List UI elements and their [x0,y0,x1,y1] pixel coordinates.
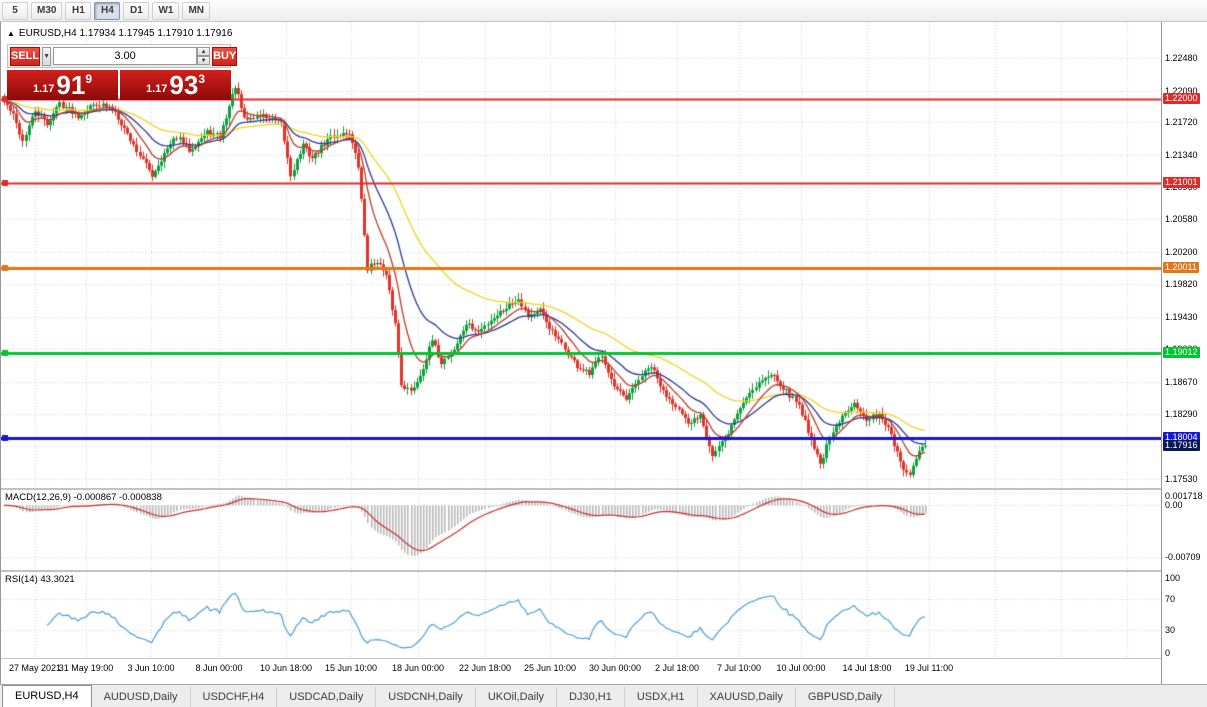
current-price-label: 1.17916 [1163,439,1200,451]
time-tick-label: 7 Jul 10:00 [716,663,762,673]
chart-tab-usdcad[interactable]: USDCAD,Daily [277,687,377,707]
chart-tab-audusd[interactable]: AUDUSD,Daily [92,687,191,707]
rsi-axis-label: 70 [1165,593,1176,604]
timeframe-button-mn[interactable]: MN [182,1,211,20]
ask-big-digits: 93 [169,70,199,100]
chart-tab-xauusd[interactable]: XAUUSD,Daily [698,687,796,707]
chart-window: ▲ EURUSD,H4 1.17934 1.17945 1.17910 1.179… [0,22,1207,684]
chart-tab-eurusd[interactable]: EURUSD,H4 [2,685,92,707]
price-tick-label: 1.22090 [1165,85,1198,96]
bid-big-digits: 91 [56,70,86,100]
pane-separator[interactable] [1,570,1207,572]
timeframe-button-m30[interactable]: M30 [31,1,63,20]
chart-tab-usdchf[interactable]: USDCHF,H4 [191,687,278,707]
timeframe-button-d1[interactable]: D1 [123,1,150,20]
time-tick-label: 31 May 19:00 [58,663,114,673]
volume-dropdown-button[interactable]: ▼ [42,46,52,66]
time-tick-label: 10 Jul 00:00 [776,663,826,673]
time-tick-label: 27 May 2021 [8,663,62,673]
one-click-trading-panel: SELL ▼ ▲ ▼ BUY 1.17 91 9 1.17 93 3 [7,44,238,100]
chart-tab-ukoil[interactable]: UKOil,Daily [476,687,558,707]
price-tick-label: 1.22480 [1165,52,1198,63]
price-axis[interactable]: 1.224801.220901.217201.213401.209601.205… [1161,22,1207,684]
volume-input[interactable] [53,47,198,65]
bid-price-box[interactable]: 1.17 91 9 [7,70,118,100]
timeframe-button-w1[interactable]: W1 [152,1,180,20]
time-tick-label: 15 Jun 10:00 [324,663,378,673]
chart-tab-dj30[interactable]: DJ30,H1 [557,687,625,707]
time-tick-label: 3 Jun 10:00 [127,663,175,673]
time-tick-label: 19 Jul 11:00 [904,663,954,673]
timeframe-bar: 5 M30 H1 H4 D1 W1 MN [0,0,1207,22]
level-price-label: 1.21001 [1163,177,1200,189]
chart-tab-usdx[interactable]: USDX,H1 [625,687,698,707]
buy-button[interactable]: BUY [212,46,238,66]
chart-ohlc-title: ▲ EURUSD,H4 1.17934 1.17945 1.17910 1.179… [7,28,232,39]
time-tick-label: 25 Jun 10:00 [523,663,577,673]
macd-axis-label: -0.00709 [1165,552,1201,563]
ask-price-box[interactable]: 1.17 93 3 [120,70,231,100]
time-tick-label: 30 Jun 00:00 [588,663,642,673]
macd-pane-canvas[interactable] [1,490,1161,570]
time-tick-label: 18 Jun 00:00 [391,663,445,673]
timeframe-button-h1[interactable]: H1 [65,1,92,20]
price-tick-label: 1.18670 [1165,376,1198,387]
price-tick-label: 1.19430 [1165,312,1198,323]
bid-prefix: 1.17 [32,83,55,95]
price-tick-label: 1.17530 [1165,473,1198,484]
pane-separator [1,658,1207,659]
ask-pipette: 3 [198,72,206,86]
chart-tab-gbpusd[interactable]: GBPUSD,Daily [796,687,895,707]
rsi-axis-label: 0 [1165,648,1171,659]
macd-axis-label: 0.001718 [1165,491,1203,501]
price-tick-label: 1.19820 [1165,278,1198,289]
timeframe-button-5[interactable]: 5 [2,1,28,20]
trade-panel-toggle-icon[interactable]: ▲ [7,29,15,38]
rsi-pane-canvas[interactable] [1,572,1161,658]
time-tick-label: 2 Jul 18:00 [654,663,700,673]
bid-pipette: 9 [85,72,93,86]
price-tick-label: 1.20200 [1165,246,1198,257]
price-tick-label: 1.18290 [1165,409,1198,420]
time-axis[interactable]: 27 May 2021 31 May 19:00 3 Jun 10:00 8 Jun … [1,659,1161,684]
time-tick-label: 8 Jun 00:00 [195,663,243,673]
level-price-label: 1.19012 [1163,346,1200,358]
time-tick-label: 14 Jul 18:00 [842,663,892,673]
timeframe-button-h4[interactable]: H4 [94,1,121,20]
macd-indicator-label: MACD(12,26,9) -0.000867 -0.000838 [5,492,162,503]
ask-prefix: 1.17 [145,83,168,95]
volume-decrease-button[interactable]: ▼ [197,56,211,65]
level-price-label: 1.22000 [1163,92,1200,104]
rsi-axis-label: 100 [1165,573,1181,583]
rsi-axis-label: 30 [1165,624,1176,635]
chart-tab-bar: EURUSD,H4 AUDUSD,Daily USDCHF,H4 USDCAD,Dai… [0,684,1207,707]
time-tick-label: 22 Jun 18:00 [458,663,512,673]
level-price-label: 1.18004 [1163,432,1200,444]
time-tick-label: 10 Jun 18:00 [259,663,313,673]
sell-button[interactable]: SELL [10,46,41,66]
level-price-label: 1.20011 [1163,261,1199,273]
chart-tab-usdcnh[interactable]: USDCNH,Daily [376,687,476,707]
macd-axis-label: 0.00 [1165,500,1183,511]
price-tick-label: 1.21720 [1165,117,1198,128]
ohlc-values: EURUSD,H4 1.17934 1.17945 1.17910 1.1791… [18,28,233,39]
volume-increase-button[interactable]: ▲ [197,47,211,56]
price-tick-label: 1.21340 [1165,149,1198,160]
price-tick-label: 1.20580 [1165,214,1198,225]
rsi-indicator-label: RSI(14) 43.3021 [5,574,75,585]
pane-separator[interactable] [1,488,1207,490]
